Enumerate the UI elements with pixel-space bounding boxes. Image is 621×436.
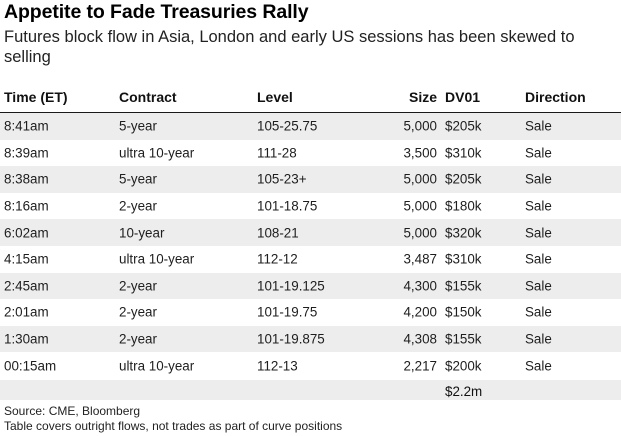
cell-contract: 10-year (119, 225, 165, 241)
cell-level: 101-19.875 (257, 331, 325, 347)
header-size: Size (408, 89, 437, 105)
cell-direction: Sale (525, 225, 552, 241)
cell-time: 2:45am (4, 278, 49, 294)
table-row: 8:41am 5-year 105-25.75 5,000 $205k Sale (0, 113, 621, 140)
header-dv01: DV01 (445, 89, 481, 105)
cell-time: 6:02am (4, 225, 49, 241)
page-subtitle: Futures block flow in Asia, London and e… (4, 28, 575, 66)
cell-time: 8:39am (4, 145, 49, 161)
table-row: 00:15am ultra 10-year 112-13 2,217 $200k… (0, 352, 621, 379)
cell-level: 105-25.75 (257, 118, 318, 134)
cell-size: 5,000 (403, 198, 437, 214)
table-row: 8:39am ultra 10-year 111-28 3,500 $310k … (0, 140, 621, 167)
cell-size: 3,487 (403, 251, 437, 267)
cell-level: 105-23+ (257, 171, 307, 187)
cell-contract: 2-year (119, 304, 157, 320)
cell-level: 101-19.125 (257, 278, 325, 294)
cell-contract: 5-year (119, 171, 157, 187)
footnote: Table covers outright flows, not trades … (4, 419, 343, 433)
cell-dv01: $320k (445, 225, 482, 241)
table-row: 8:38am 5-year 105-23+ 5,000 $205k Sale (0, 166, 621, 193)
cell-direction: Sale (525, 145, 552, 161)
cell-dv01: $200k (445, 358, 482, 374)
cell-contract: 2-year (119, 331, 157, 347)
cell-dv01: $155k (445, 331, 482, 347)
cell-direction: Sale (525, 198, 552, 214)
cell-direction: Sale (525, 358, 552, 374)
cell-contract: 2-year (119, 198, 157, 214)
cell-time: 8:16am (4, 198, 49, 214)
cell-level: 112-13 (257, 358, 298, 374)
cell-level: 111-28 (257, 145, 297, 161)
cell-direction: Sale (525, 118, 552, 134)
cell-contract: ultra 10-year (119, 251, 195, 267)
cell-direction: Sale (525, 278, 552, 294)
header-time: Time (ET) (4, 89, 68, 105)
cell-dv01: $310k (445, 251, 482, 267)
cell-direction: Sale (525, 251, 552, 267)
cell-contract: 2-year (119, 278, 157, 294)
header-contract: Contract (119, 89, 177, 105)
table-row: 4:15am ultra 10-year 112-12 3,487 $310k … (0, 246, 621, 273)
cell-direction: Sale (525, 304, 552, 320)
cell-level: 101-18.75 (257, 198, 318, 214)
table-total-row: $2.2m (0, 380, 621, 400)
header-level: Level (257, 89, 293, 105)
total-dv01: $2.2m (445, 384, 483, 399)
cell-time: 1:30am (4, 331, 49, 347)
cell-dv01: $180k (445, 198, 482, 214)
cell-contract: ultra 10-year (119, 145, 195, 161)
table-row: 2:01am 2-year 101-19.75 4,200 $150k Sale (0, 299, 621, 326)
table-header: Time (ET) Contract Level Size DV01 Direc… (0, 82, 621, 113)
cell-contract: ultra 10-year (119, 358, 195, 374)
source-note: Source: CME, Bloomberg (4, 404, 141, 418)
cell-time: 8:38am (4, 171, 49, 187)
cell-size: 5,000 (403, 225, 437, 241)
cell-level: 112-12 (257, 251, 298, 267)
cell-size: 3,500 (403, 145, 437, 161)
table-row: 2:45am 2-year 101-19.125 4,300 $155k Sal… (0, 272, 621, 300)
cell-dv01: $310k (445, 145, 482, 161)
cell-dv01: $155k (445, 278, 482, 294)
cell-dv01: $205k (445, 171, 482, 187)
cell-contract: 5-year (119, 118, 157, 134)
cell-level: 108-21 (257, 225, 299, 241)
cell-size: 5,000 (403, 118, 437, 134)
table-row: 8:16am 2-year 101-18.75 5,000 $180k Sale (0, 193, 621, 220)
cell-dv01: $205k (445, 118, 482, 134)
cell-direction: Sale (525, 331, 552, 347)
cell-size: 2,217 (403, 358, 437, 374)
cell-size: 4,300 (403, 278, 437, 294)
cell-dv01: $150k (445, 304, 482, 320)
table-row: 1:30am 2-year 101-19.875 4,308 $155k Sal… (0, 325, 621, 353)
table-body: 8:41am 5-year 105-25.75 5,000 $205k Sale… (0, 113, 621, 379)
cell-time: 8:41am (4, 118, 49, 134)
cell-time: 2:01am (4, 304, 49, 320)
cell-direction: Sale (525, 171, 552, 187)
table-row: 6:02am 10-year 108-21 5,000 $320k Sale (0, 219, 621, 246)
header-direction: Direction (525, 89, 586, 105)
cell-size: 4,200 (403, 304, 437, 320)
page-title: Appetite to Fade Treasuries Rally (4, 1, 309, 23)
cell-time: 00:15am (4, 358, 57, 374)
cell-size: 5,000 (403, 171, 437, 187)
cell-level: 101-19.75 (257, 304, 318, 320)
cell-size: 4,308 (403, 331, 437, 347)
cell-time: 4:15am (4, 251, 49, 267)
